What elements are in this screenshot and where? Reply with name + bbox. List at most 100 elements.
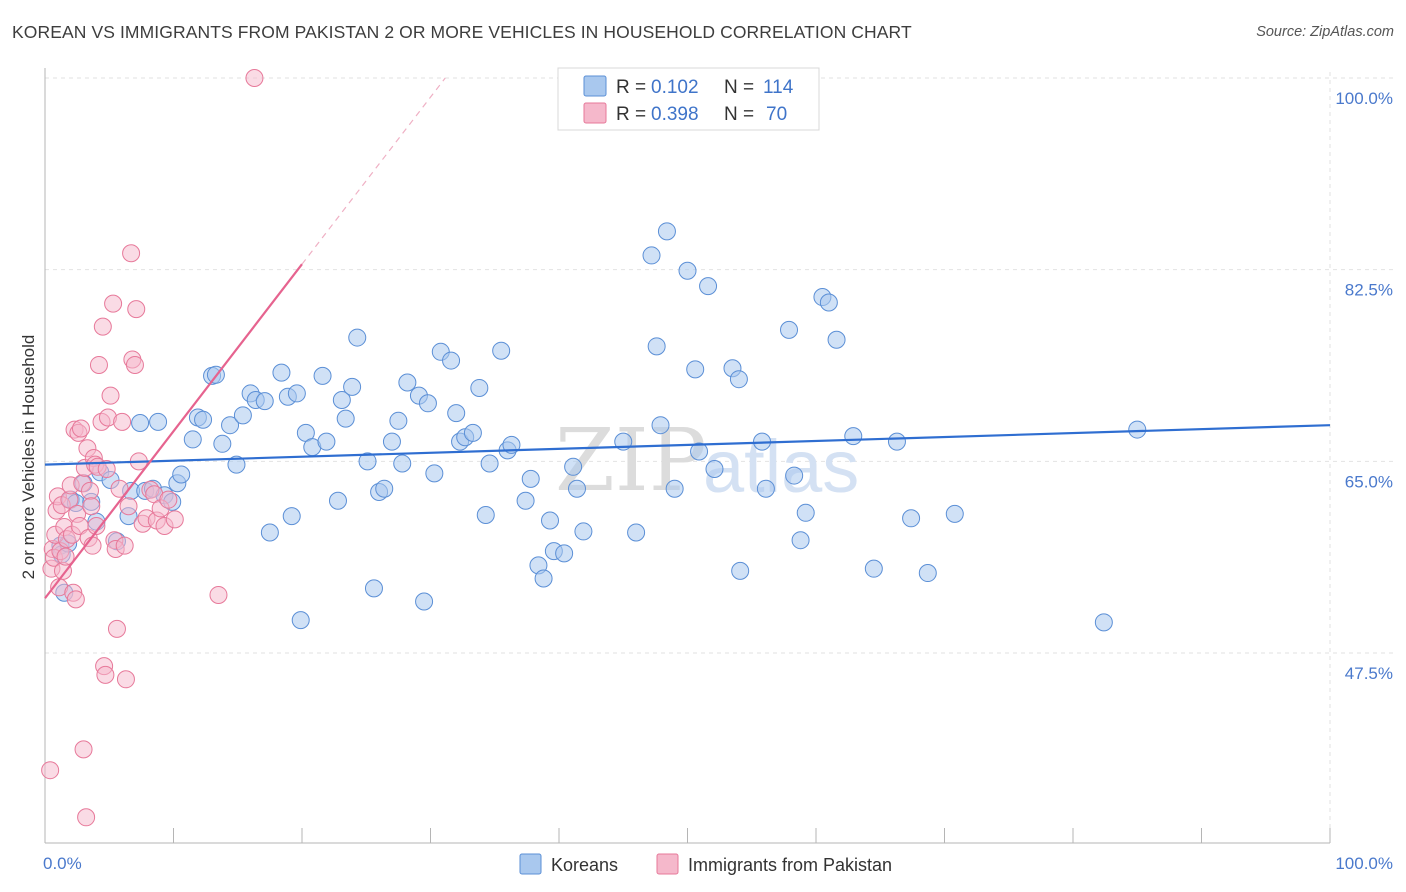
point-korean	[780, 320, 799, 339]
point-korean	[470, 378, 489, 397]
point-pakistan	[66, 590, 85, 609]
point-korean	[343, 377, 362, 396]
point-korean	[516, 491, 535, 510]
point-korean	[678, 261, 697, 280]
point-korean	[731, 561, 750, 580]
point-korean	[336, 409, 355, 428]
point-korean	[819, 293, 838, 312]
point-pakistan	[113, 412, 132, 431]
source-credit: Source: ZipAtlas.com	[1256, 24, 1394, 40]
y-tick-label: 82.5%	[1345, 281, 1393, 300]
point-korean	[887, 432, 906, 451]
point-korean	[375, 479, 394, 498]
point-korean	[699, 277, 718, 296]
stats-box: R = 0.102 N = 114 R = 0.398 N = 70	[557, 67, 820, 131]
point-korean	[541, 511, 560, 530]
point-korean	[442, 351, 461, 370]
point-korean	[647, 337, 666, 356]
point-korean	[1094, 613, 1113, 632]
point-pakistan	[101, 386, 120, 405]
y-axis-title: 2 or more Vehicles in Household	[19, 335, 38, 580]
point-korean	[272, 363, 291, 382]
stats-r-label-koreans: R =	[616, 77, 646, 98]
legend-swatch-pakistan	[656, 853, 679, 875]
point-korean	[476, 506, 495, 524]
trend-line-pakistan-extension	[301, 77, 446, 265]
stats-r-label-pakistan: R =	[616, 104, 646, 125]
point-pakistan	[82, 497, 101, 516]
point-korean	[287, 384, 306, 403]
y-tick-label: 65.0%	[1345, 472, 1393, 491]
point-korean	[564, 457, 583, 476]
point-pakistan	[165, 510, 184, 529]
point-korean	[317, 432, 336, 451]
watermark-atlas: atlas	[703, 425, 859, 508]
point-korean	[260, 523, 279, 542]
point-korean	[389, 411, 408, 430]
axes	[44, 68, 1331, 844]
series-koreans	[51, 222, 1147, 632]
point-korean	[149, 412, 168, 431]
point-korean	[791, 531, 810, 550]
series-pakistan	[41, 69, 264, 827]
point-pakistan	[97, 460, 116, 478]
point-pakistan	[80, 481, 99, 500]
point-korean	[255, 392, 274, 411]
point-korean	[328, 491, 347, 510]
point-korean	[131, 414, 150, 432]
point-pakistan	[116, 670, 135, 689]
point-korean	[567, 479, 586, 498]
point-korean	[364, 579, 383, 598]
point-korean	[398, 373, 417, 392]
stats-swatch-koreans	[583, 75, 607, 97]
point-korean	[348, 328, 367, 347]
point-korean	[183, 430, 202, 449]
point-korean	[282, 507, 301, 526]
point-pakistan	[125, 355, 144, 374]
y-tick-label: 47.5%	[1345, 664, 1393, 683]
point-korean	[1128, 420, 1147, 439]
point-korean	[690, 442, 709, 461]
point-korean	[627, 523, 646, 542]
point-pakistan	[74, 740, 93, 759]
legend-label-koreans: Koreans	[551, 855, 618, 875]
point-pakistan	[93, 317, 112, 336]
point-korean	[521, 469, 540, 488]
legend: Koreans Immigrants from Pakistan	[519, 853, 892, 875]
stats-n-value-koreans: 114	[763, 77, 794, 98]
point-pakistan	[209, 585, 228, 604]
point-pakistan	[89, 355, 108, 374]
point-pakistan	[115, 536, 134, 555]
point-korean	[918, 564, 937, 583]
point-pakistan	[119, 497, 138, 516]
point-korean	[705, 460, 724, 478]
point-korean	[534, 569, 553, 588]
point-pakistan	[87, 516, 106, 535]
point-korean	[555, 544, 574, 563]
point-korean	[358, 452, 377, 471]
point-korean	[447, 404, 466, 423]
stats-n-label-pakistan: N =	[724, 104, 754, 125]
point-pakistan	[159, 490, 178, 509]
point-korean	[480, 454, 499, 473]
trend-line-pakistan	[44, 263, 303, 599]
tick-labels: 47.5% 65.0% 82.5% 100.0% 0.0% 100.0%	[43, 89, 1393, 873]
point-pakistan	[77, 808, 96, 827]
point-korean	[864, 559, 883, 578]
point-korean	[902, 509, 921, 528]
point-pakistan	[127, 300, 146, 319]
point-korean	[194, 410, 213, 429]
watermark: ZIP atlas	[555, 411, 859, 511]
point-korean	[945, 504, 964, 523]
point-korean	[651, 416, 670, 435]
stats-n-value-pakistan: 70	[766, 104, 787, 125]
point-korean	[425, 464, 444, 483]
legend-swatch-koreans	[519, 853, 542, 875]
point-korean	[463, 423, 482, 442]
point-korean	[729, 370, 748, 389]
point-korean	[221, 416, 240, 435]
stats-swatch-pakistan	[583, 102, 607, 124]
point-korean	[574, 522, 593, 541]
point-korean	[785, 466, 804, 485]
